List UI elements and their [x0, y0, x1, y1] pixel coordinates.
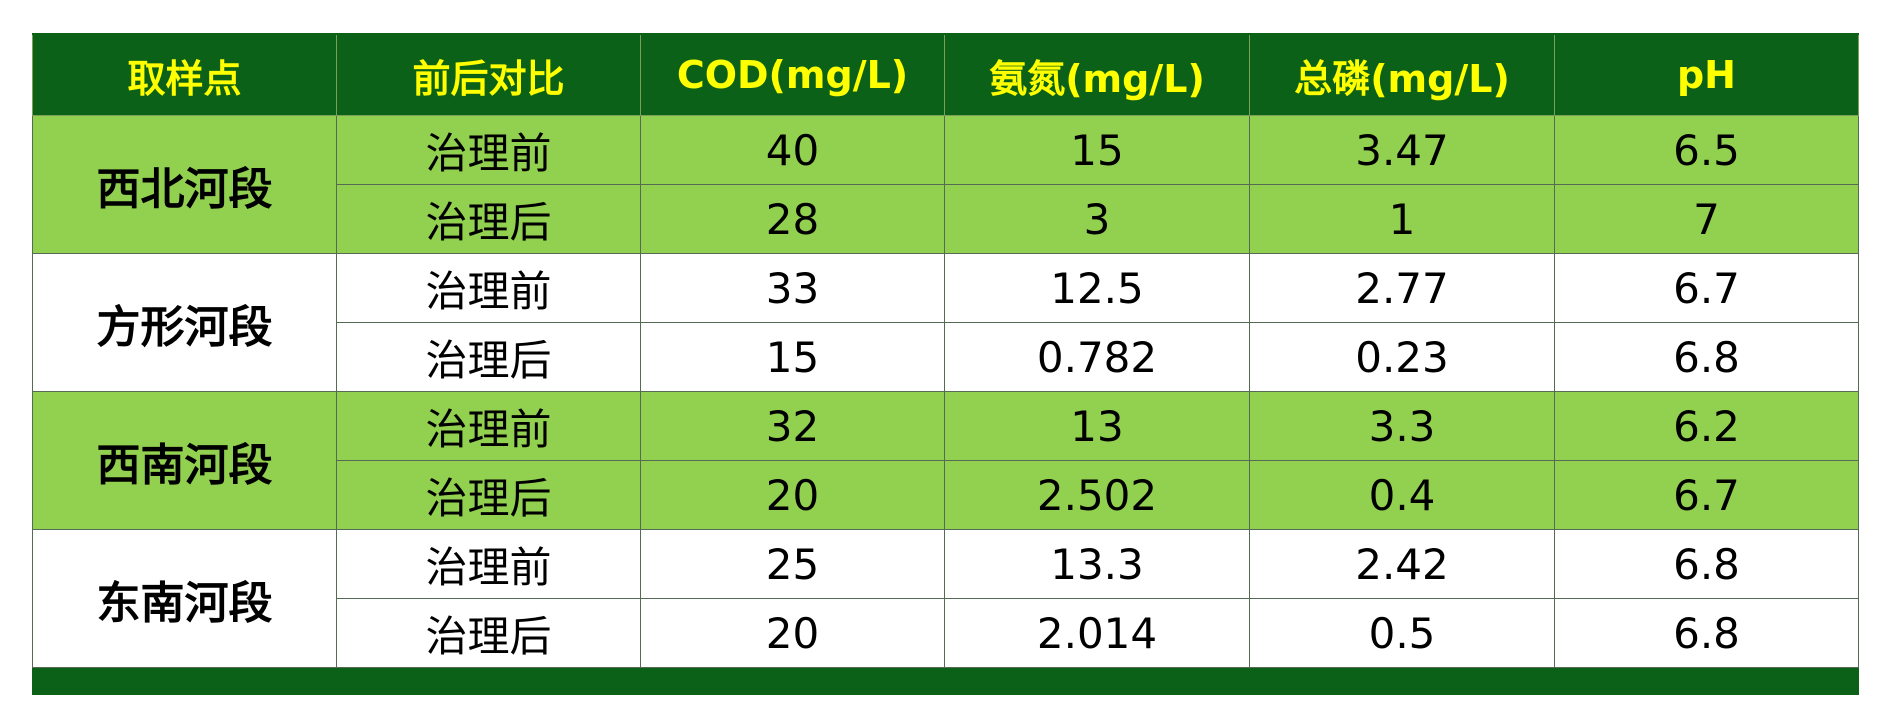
- cod-cell: 15: [640, 322, 945, 392]
- site-cell: 西南河段: [32, 391, 337, 530]
- cod-cell: 20: [640, 460, 945, 530]
- stage-cell: 治理前: [336, 391, 641, 461]
- ph-cell: 6.5: [1554, 115, 1859, 185]
- ph-cell: 6.7: [1554, 460, 1859, 530]
- total-phosphorus-cell: 0.23: [1249, 322, 1555, 392]
- table-header: 取样点 前后对比 COD(mg/L) 氨氮(mg/L) 总磷(mg/L) pH: [32, 33, 1859, 116]
- stage-cell: 治理前: [336, 529, 641, 599]
- header-cod: COD(mg/L): [640, 33, 945, 116]
- cod-cell: 40: [640, 115, 945, 185]
- cod-cell: 20: [640, 598, 945, 668]
- site-cell: 西北河段: [32, 115, 337, 254]
- ammonia-nitrogen-cell: 2.502: [944, 460, 1250, 530]
- ph-cell: 7: [1554, 184, 1859, 254]
- ammonia-nitrogen-cell: 3: [944, 184, 1250, 254]
- table-row: 西南河段 治理前 32 13 3.3 6.2: [32, 391, 1859, 530]
- table-footer: [32, 667, 1859, 695]
- header-stage: 前后对比: [336, 33, 641, 116]
- ammonia-nitrogen-cell: 13: [944, 391, 1250, 461]
- ammonia-nitrogen-cell: 2.014: [944, 598, 1250, 668]
- table-row: 治理后 20 2.014 0.5 6.8: [33, 598, 1859, 668]
- footer-bar-cell: [32, 667, 1859, 695]
- stage-cell: 治理后: [336, 184, 641, 254]
- header-ph: pH: [1554, 33, 1859, 116]
- ph-cell: 6.8: [1554, 529, 1859, 599]
- total-phosphorus-cell: 0.5: [1249, 598, 1555, 668]
- footer-bar: [32, 667, 1859, 695]
- header-ammonia-nitrogen: 氨氮(mg/L): [944, 33, 1250, 116]
- ph-cell: 6.8: [1554, 598, 1859, 668]
- site-cell: 东南河段: [32, 529, 337, 668]
- ammonia-nitrogen-cell: 0.782: [944, 322, 1250, 392]
- stage-cell: 治理前: [336, 253, 641, 323]
- ph-cell: 6.8: [1554, 322, 1859, 392]
- ammonia-nitrogen-cell: 13.3: [944, 529, 1250, 599]
- header-row: 取样点 前后对比 COD(mg/L) 氨氮(mg/L) 总磷(mg/L) pH: [32, 33, 1859, 116]
- table-row: 治理后 15 0.782 0.23 6.8: [33, 322, 1859, 392]
- stage-cell: 治理后: [336, 460, 641, 530]
- ammonia-nitrogen-cell: 15: [944, 115, 1250, 185]
- table-row: 东南河段 治理前 25 13.3 2.42 6.8: [32, 529, 1859, 668]
- stage-cell: 治理前: [336, 115, 641, 185]
- table-row: 方形河段 治理前 33 12.5 2.77 6.7: [32, 253, 1859, 392]
- cod-cell: 32: [640, 391, 945, 461]
- total-phosphorus-cell: 0.4: [1249, 460, 1555, 530]
- total-phosphorus-cell: 3.3: [1249, 391, 1555, 461]
- stage-cell: 治理后: [336, 322, 641, 392]
- total-phosphorus-cell: 1: [1249, 184, 1555, 254]
- cod-cell: 33: [640, 253, 945, 323]
- cod-cell: 25: [640, 529, 945, 599]
- header-site: 取样点: [32, 33, 337, 116]
- water-quality-table: 取样点 前后对比 COD(mg/L) 氨氮(mg/L) 总磷(mg/L) pH …: [32, 33, 1859, 695]
- table-container: 取样点 前后对比 COD(mg/L) 氨氮(mg/L) 总磷(mg/L) pH …: [32, 33, 1859, 695]
- stage-cell: 治理后: [336, 598, 641, 668]
- table-body: 西北河段 治理前 40 15 3.47 6.5 治理后 28 3 1 7 方形河…: [32, 115, 1859, 668]
- table-row: 西北河段 治理前 40 15 3.47 6.5: [32, 115, 1859, 254]
- ph-cell: 6.7: [1554, 253, 1859, 323]
- total-phosphorus-cell: 2.77: [1249, 253, 1555, 323]
- header-total-phosphorus: 总磷(mg/L): [1249, 33, 1555, 116]
- table-row: 治理后 28 3 1 7: [33, 184, 1859, 254]
- site-cell: 方形河段: [32, 253, 337, 392]
- total-phosphorus-cell: 3.47: [1249, 115, 1555, 185]
- cod-cell: 28: [640, 184, 945, 254]
- ammonia-nitrogen-cell: 12.5: [944, 253, 1250, 323]
- total-phosphorus-cell: 2.42: [1249, 529, 1555, 599]
- ph-cell: 6.2: [1554, 391, 1859, 461]
